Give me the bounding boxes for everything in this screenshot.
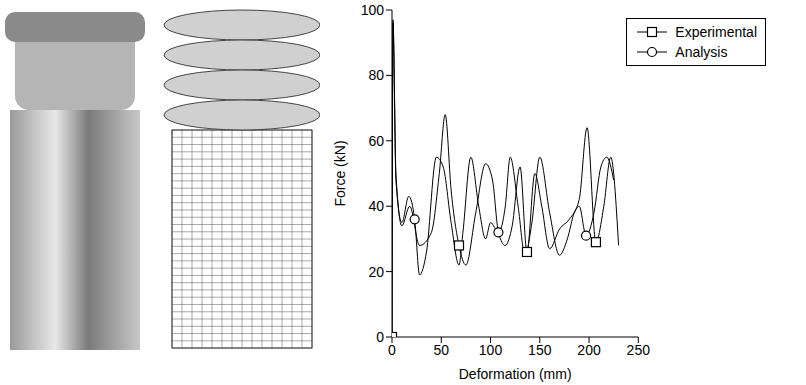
svg-text:Deformation (mm): Deformation (mm) — [459, 366, 572, 382]
svg-text:Force (kN): Force (kN) — [332, 140, 348, 206]
svg-text:0: 0 — [376, 329, 384, 345]
svg-text:100: 100 — [361, 2, 385, 18]
html-text:Analysis: Analysis — [675, 44, 728, 60]
svg-text:80: 80 — [368, 67, 384, 83]
svg-text:20: 20 — [368, 264, 384, 280]
svg-text:60: 60 — [368, 133, 384, 149]
svg-text:40: 40 — [368, 198, 384, 214]
svg-text:100: 100 — [479, 342, 503, 358]
svg-text:200: 200 — [577, 342, 601, 358]
svg-text:250: 250 — [627, 342, 651, 358]
svg-text:50: 50 — [433, 342, 449, 358]
svg-text:150: 150 — [528, 342, 552, 358]
html-text:Experimental: Experimental — [675, 24, 757, 40]
svg-text:0: 0 — [388, 342, 396, 358]
